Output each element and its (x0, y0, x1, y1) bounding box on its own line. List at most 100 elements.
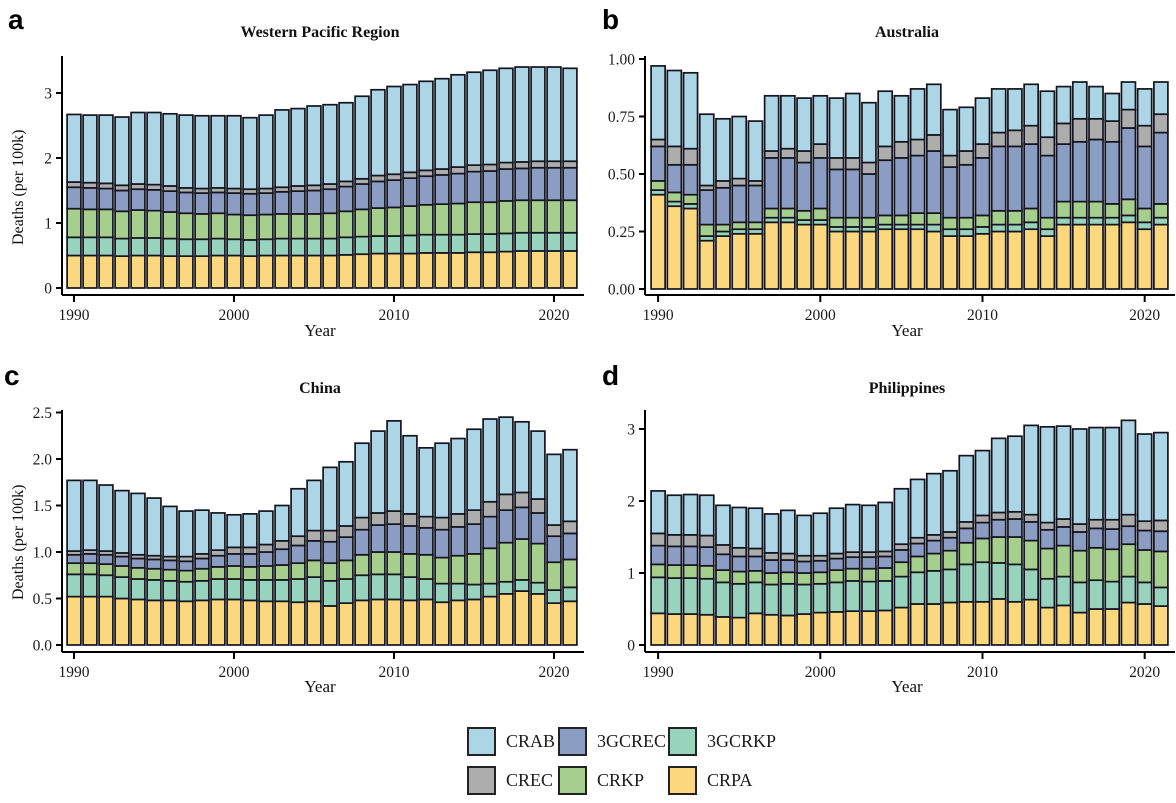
bar-segment-crab-1990 (650, 65, 666, 141)
bar-segment-crpa-2018 (514, 590, 530, 646)
bar-segment-crpa-2012 (1007, 230, 1023, 290)
bar-segment-3gcrec-2014 (450, 172, 466, 205)
bar-segment-crkp-2004 (290, 213, 306, 240)
bar-segment-3gcrec-2017 (498, 509, 514, 544)
bar-segment-crec-2017 (1088, 518, 1104, 530)
y-tick-label: 1.5 (33, 498, 53, 515)
bar-segment-3gcrec-1996 (162, 559, 178, 571)
bar-segment-crab-2002 (258, 114, 274, 190)
bar-segment-crpa-2007 (338, 602, 354, 646)
bar-segment-3gcrec-2004 (877, 555, 894, 569)
bar-segment-crkp-2012 (1007, 536, 1023, 566)
bar-segment-crkp-1998 (780, 207, 796, 219)
bar-segment-crkp-2016 (1071, 200, 1088, 219)
bar-segment-3gcrkp-2015 (1055, 216, 1072, 226)
bar-segment-crec-2012 (418, 515, 434, 529)
bar-segment-crkp-2012 (1007, 209, 1023, 226)
bar-segment-crkp-2020 (1136, 549, 1153, 584)
bar-segment-3gcrec-1991 (82, 187, 98, 211)
bar-segment-crec-2009 (370, 512, 386, 526)
bar-segment-3gcrec-2008 (942, 536, 958, 552)
bar-segment-crec-2014 (450, 513, 466, 528)
bar-segment-crec-2007 (338, 525, 354, 538)
bar-segment-3gcrkp-1994 (130, 578, 146, 601)
y-tick-label: 2.0 (33, 452, 53, 469)
bar-segment-crab-2000 (226, 513, 242, 549)
bar-segment-3gcrkp-2008 (942, 568, 958, 604)
y-tick-label: 2 (44, 151, 52, 168)
bar-segment-crpa-2016 (1071, 223, 1088, 290)
bar-segment-3gcrkp-2016 (1071, 216, 1088, 226)
bar-segment-crab-2000 (812, 94, 829, 145)
bar-segment-crab-2011 (990, 88, 1007, 134)
bar-segment-crkp-2009 (958, 216, 975, 231)
bar-segment-crab-2003 (274, 109, 290, 189)
bar-segment-crkp-2017 (498, 200, 514, 235)
bar-segment-3gcrkp-1990 (66, 236, 82, 257)
bar-segment-crpa-2018 (514, 250, 530, 289)
panel-c-chart: 0.0 0.5 1.0 1.5 2.0 2.5 1990 2000 2010 2020 (33, 405, 584, 681)
bar-segment-3gcrec-2007 (925, 539, 942, 555)
legend-label-3gcrec: 3GCREC (597, 731, 667, 751)
bar-segment-crab-2016 (482, 418, 498, 503)
bar-segment-crec-1995 (731, 546, 748, 558)
bar-segment-crkp-2010 (386, 206, 402, 237)
y-tick-label: 3 (627, 422, 635, 439)
bar-segment-3gcrkp-2006 (909, 571, 926, 605)
panel-d-letter: d (602, 360, 620, 391)
y-tick-label: 0.5 (33, 591, 53, 608)
bar-segment-crpa-2008 (942, 601, 958, 646)
bar-segment-3gcrkp-2004 (290, 237, 306, 257)
bar-segment-crkp-2007 (925, 212, 942, 226)
bar-segment-crkp-2021 (1153, 550, 1169, 589)
bar-segment-3gcrkp-1992 (98, 574, 114, 598)
bar-segment-crpa-2000 (812, 223, 829, 290)
bar-segment-crec-2008 (942, 531, 958, 539)
bar-segment-crpa-1990 (650, 193, 666, 290)
bar-segment-crec-2010 (386, 173, 402, 181)
bar-segment-crpa-2004 (877, 228, 894, 290)
bar-segment-3gcrkp-1991 (666, 577, 683, 615)
bar-segment-crkp-2004 (877, 567, 894, 582)
bar-segment-3gcrkp-1998 (194, 579, 210, 602)
bar-segment-crab-1991 (82, 114, 98, 184)
bar-segment-crec-2020 (1136, 520, 1153, 532)
bar-segment-crab-1999 (210, 512, 226, 551)
bar-segment-crab-1993 (698, 113, 715, 187)
bar-segment-crab-1990 (66, 479, 82, 552)
bar-segment-crec-2014 (450, 166, 466, 175)
bar-segment-crkp-2000 (812, 571, 829, 585)
bar-segment-crpa-2007 (338, 254, 354, 289)
bar-segment-3gcrkp-2014 (1039, 577, 1056, 609)
bar-segment-3gcrec-2010 (974, 521, 991, 540)
bar-segment-crpa-1999 (210, 598, 226, 646)
bar-segment-crkp-1991 (82, 208, 98, 239)
bar-segment-3gcrec-2007 (925, 150, 942, 214)
bar-segment-crpa-1993 (114, 597, 130, 646)
bar-segment-3gcrkp-2007 (338, 578, 354, 605)
bar-segment-crkp-1998 (194, 567, 210, 582)
bar-segment-crab-1993 (114, 116, 130, 187)
x-tick-label: 2010 (967, 307, 998, 324)
bar-segment-crpa-1996 (747, 232, 764, 290)
bar-segment-crab-2009 (370, 430, 386, 514)
bar-segment-3gcrec-2015 (466, 523, 482, 555)
x-tick-label: 2000 (219, 664, 250, 681)
bar-segment-3gcrkp-2004 (877, 580, 894, 612)
bar-segment-crab-2008 (354, 442, 370, 519)
bar-segment-crkp-2014 (1039, 216, 1056, 231)
bar-segment-crkp-2019 (1120, 543, 1137, 578)
bar-segment-crpa-1999 (210, 254, 226, 289)
bar-segment-crkp-2014 (450, 554, 466, 585)
bar-segment-crpa-2003 (274, 600, 290, 646)
bar-segment-3gcrec-2008 (942, 166, 958, 219)
bar-segment-crab-2019 (1120, 81, 1137, 111)
bar-segment-crkp-2008 (354, 553, 370, 577)
y-tick-label: 2 (627, 494, 635, 511)
bar-segment-3gcrkp-2001 (242, 579, 258, 602)
bar-segment-3gcrkp-2018 (1104, 216, 1121, 226)
bar-segment-crpa-1997 (178, 600, 194, 646)
bar-segment-crec-1994 (715, 180, 731, 189)
bar-segment-crab-2004 (877, 501, 894, 553)
bar-segment-crpa-2013 (1023, 228, 1040, 290)
